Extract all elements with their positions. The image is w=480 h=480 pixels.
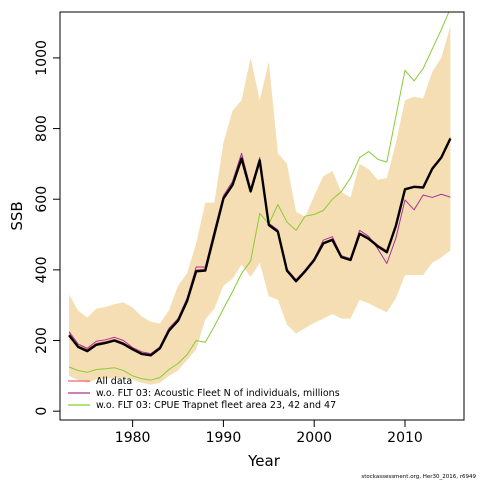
footer-credit: stockassessment.org, Her30_2016, r6949 bbox=[361, 474, 476, 480]
y-tick-label: 400 bbox=[34, 257, 50, 284]
plot-frame bbox=[59, 11, 465, 421]
y-axis-title: SSB bbox=[8, 201, 26, 230]
y-tick-label: 1000 bbox=[34, 40, 50, 76]
legend-entry: w.o. FLT 03: CPUE Trapnet fleet area 23,… bbox=[96, 400, 336, 411]
confidence-band bbox=[69, 26, 451, 385]
series-line-wo-acoustic-fleet bbox=[68, 152, 451, 355]
y-tick-label: 600 bbox=[34, 186, 50, 213]
series-line-wo-cpue-trapnet bbox=[68, 12, 450, 381]
plot-area bbox=[68, 12, 452, 385]
legend-entry: All data bbox=[96, 376, 132, 387]
legend-entry: w.o. FLT 03: Acoustic Fleet N of individ… bbox=[96, 388, 340, 399]
series-line-ssb-estimate bbox=[68, 137, 452, 357]
x-tick-label: 1990 bbox=[206, 430, 242, 446]
x-tick-label: 2000 bbox=[296, 430, 332, 446]
y-tick-label: 0 bbox=[34, 407, 50, 416]
x-tick-label: 1980 bbox=[115, 430, 151, 446]
x-axis-title: Year bbox=[247, 452, 281, 470]
x-tick-label: 2010 bbox=[387, 430, 423, 446]
y-tick-label: 800 bbox=[34, 115, 50, 142]
y-tick-label: 200 bbox=[34, 327, 50, 354]
axes: 1980 1990 2000 2010 0 200 400 600 800 1000 bbox=[34, 40, 423, 446]
